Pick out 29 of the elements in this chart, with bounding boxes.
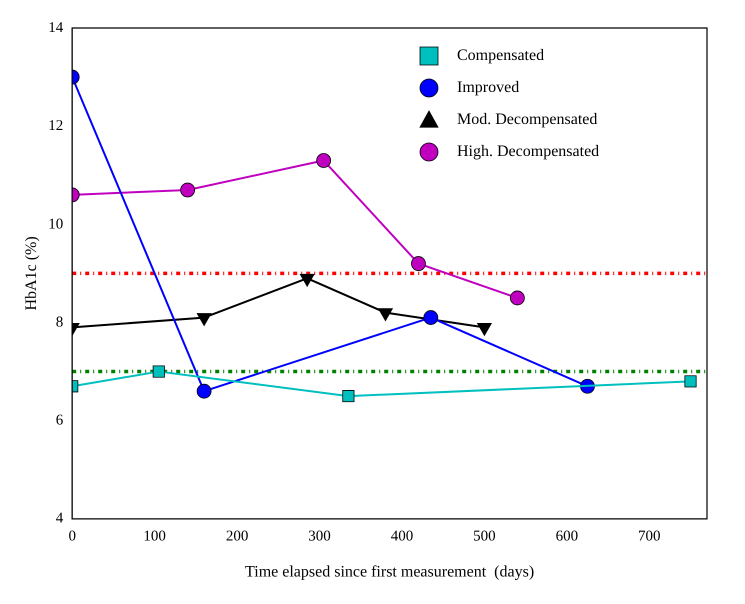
point — [411, 256, 426, 271]
y-tick-label: 10 — [48, 216, 64, 232]
point — [684, 375, 697, 388]
x-tick-label: 0 — [68, 528, 76, 545]
y-tick-label: 14 — [48, 20, 64, 36]
x-tick-label: 100 — [143, 528, 166, 545]
point — [342, 390, 354, 402]
x-tick-label: 200 — [226, 528, 248, 545]
y-tick-label: 6 — [56, 412, 64, 429]
y-tick-label: 12 — [48, 118, 64, 134]
legend-label: Mod. Decompensated — [457, 111, 598, 128]
x-tick-label: 600 — [556, 528, 578, 545]
point — [152, 366, 165, 378]
x-axis-title: Time elapsed since first measurement (days) — [245, 564, 534, 581]
x-tick-label: 500 — [473, 528, 496, 545]
y-tick-label: 4 — [56, 510, 64, 527]
point — [510, 290, 525, 306]
x-tick-label: 300 — [308, 528, 331, 545]
legend-label: Improved — [457, 79, 520, 96]
legend-label: High. Decompensated — [457, 143, 600, 160]
y-axis-title: HbA1c (%) — [22, 236, 40, 310]
y-tick-label: 8 — [56, 314, 64, 330]
x-tick-label: 700 — [638, 528, 661, 545]
point — [423, 310, 438, 325]
point — [180, 182, 196, 198]
point — [196, 384, 212, 399]
legend-label: Compensated — [457, 47, 544, 64]
x-tick-label: 400 — [390, 528, 414, 545]
point — [316, 153, 332, 168]
